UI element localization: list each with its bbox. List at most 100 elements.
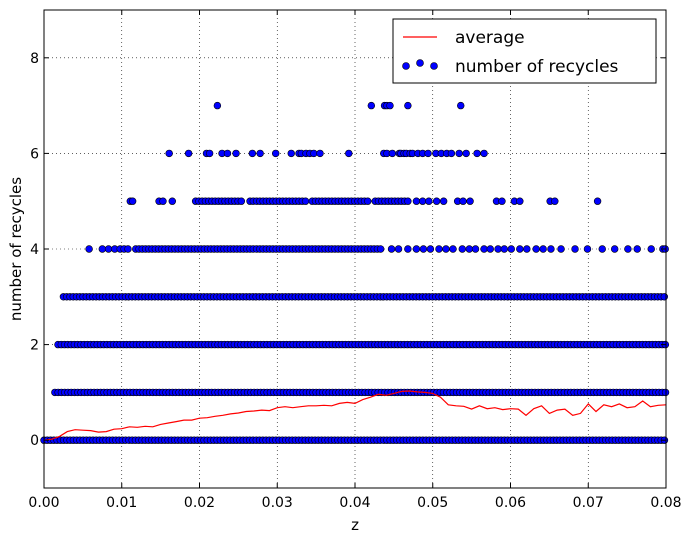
scatter-point [571,245,579,253]
scatter-point [647,245,655,253]
scatter-point [184,149,193,158]
scatter-point [364,197,372,205]
scatter-point [583,245,592,253]
scatter-point [301,197,310,205]
scatter-point [310,149,318,158]
scatter-point [466,197,474,205]
scatter-point [516,197,524,205]
scatter-point [598,245,606,253]
scatter-point [404,101,412,110]
scatter-point [287,149,295,158]
legend-recycles-label: number of recycles [455,57,619,77]
x-tick-label: 0.00 [28,495,59,511]
scatter-point [610,245,619,253]
scatter-point [412,245,421,253]
scatter-point [232,149,240,158]
legend-average-label: average [455,28,525,48]
scatter-point [447,149,456,158]
scatter-point [425,197,433,205]
scatter-point [256,149,264,158]
y-tick-label: 0 [30,433,39,449]
average-line [43,390,667,441]
legend-box [392,18,657,84]
x-axis-label: z [351,516,359,534]
scatter-point [557,245,565,253]
scatter-point [237,197,246,205]
scatter-point [633,245,641,253]
scatter-point [376,245,385,253]
y-axis-label: number of recycles [7,177,25,321]
scatter-point [104,245,113,253]
scatter-point [462,149,470,158]
scatter-point [404,245,412,253]
scatter-point [551,197,559,205]
scatter-point [426,245,435,253]
y-tick-label: 8 [30,51,39,67]
y-tick-label: 6 [30,146,39,162]
scatter-point [124,245,132,253]
x-tick-label: 0.07 [573,495,604,511]
scatter-point [248,149,257,158]
scatter-point [523,245,531,253]
scatter-point [271,149,280,158]
scatter-point [98,245,107,253]
scatter-point [432,197,441,205]
scatter-point [498,197,506,205]
x-tick-label: 0.06 [495,495,526,511]
scatter-point [500,245,508,253]
scatter-point [593,197,602,205]
scatter-point [128,197,137,205]
scatter-point [660,293,668,301]
scatter-point [316,149,324,158]
scatter-point [394,245,403,253]
scatter-point [388,149,397,158]
scatter-point [419,245,428,253]
x-tick-label: 0.03 [262,495,293,511]
scatter-point [435,245,443,253]
scatter-point [205,149,214,158]
scatter-point [507,245,515,253]
scatter-point [439,197,448,205]
x-tick-label: 0.05 [417,495,448,511]
y-tick-label: 2 [30,338,39,354]
scatter-point [494,245,502,253]
scatter-point [486,245,494,253]
scatter-point [168,197,176,205]
scatter-point [480,245,488,253]
x-tick-label: 0.04 [339,495,370,511]
legend: average number of recycles [392,18,657,84]
scatter-point [367,101,376,110]
scatter-point [418,197,427,205]
axis-ticks: 0.00 0.01 0.02 0.03 0.04 0.05 0.06 0.07 0.08 0 2 4 6… [28,10,682,511]
scatter-point [455,149,463,158]
scatter-point [458,245,466,253]
scatter-point [442,245,450,253]
scatter-point [85,245,93,253]
scatter-point [473,149,481,158]
scatter-point [345,149,353,158]
scatter-point [412,197,421,205]
scatter-point [449,245,457,253]
scatter-point [213,101,222,110]
scatter-point [404,197,412,205]
scatter-point [547,245,555,253]
scatter-point [532,245,540,253]
scatter-point [457,101,465,110]
scatter-point [480,149,488,158]
scatter-point [159,197,167,205]
scatter-point [539,245,547,253]
legend-recycles-marker [402,62,410,70]
scatter-point [516,245,524,253]
scatter-point [424,149,432,158]
scatter-point [223,149,232,158]
scatter-point [386,101,394,110]
scatter-point [471,245,480,253]
y-tick-label: 4 [30,242,39,258]
scatter-point [165,149,173,158]
x-tick-label: 0.02 [184,495,215,511]
legend-recycles-marker [430,62,438,70]
legend-recycles-marker [416,59,424,67]
scatter-point [624,245,632,253]
x-tick-label: 0.01 [106,495,137,511]
